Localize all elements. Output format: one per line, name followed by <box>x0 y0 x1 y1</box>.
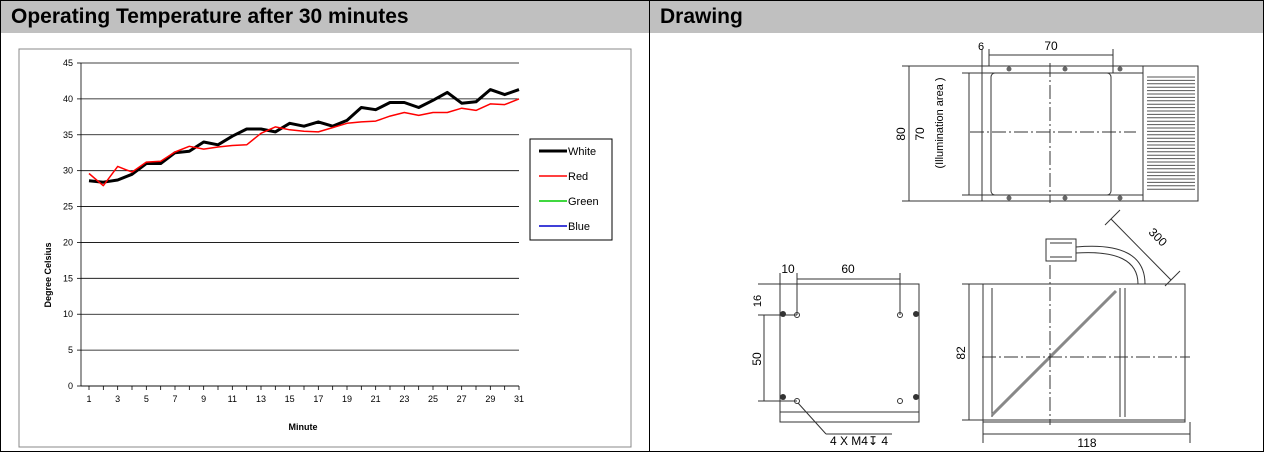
cooling-fins <box>1147 76 1195 190</box>
x-tick-label-13: 13 <box>256 394 266 404</box>
legend-label-green: Green <box>568 196 599 208</box>
bottom-right-body <box>982 283 1186 423</box>
dim-br-82: 82 <box>954 346 968 360</box>
x-tick-labels: 1 3 5 7 9 11 13 15 17 19 21 23 25 27 29 31 <box>86 394 524 404</box>
x-tick-label-7: 7 <box>172 394 177 404</box>
x-tick-label-9: 9 <box>201 394 206 404</box>
dim-inner-70: 70 <box>913 127 927 141</box>
x-tick-label-21: 21 <box>371 394 381 404</box>
y-tick-label-15: 15 <box>63 273 73 283</box>
top-view <box>902 49 1199 203</box>
x-tick-label-23: 23 <box>399 394 409 404</box>
chart-gridlines <box>77 62 519 387</box>
dim-bl-60: 60 <box>841 262 855 276</box>
x-tick-label-31: 31 <box>514 394 524 404</box>
series-line-white <box>88 88 520 184</box>
legend-label-red: Red <box>568 171 588 183</box>
x-tick-label-1: 1 <box>86 394 91 404</box>
dim-cable-300: 300 <box>1146 225 1170 249</box>
chart-axes <box>80 63 520 390</box>
chart-legend: White Red Green Blue <box>529 138 613 241</box>
y-tick-label-40: 40 <box>63 94 73 104</box>
y-axis-label: Degree Celsius <box>43 242 53 307</box>
y-tick-label-35: 35 <box>63 130 73 140</box>
x-axis-label: Minute <box>289 422 318 432</box>
x-tick-label-15: 15 <box>285 394 295 404</box>
bottom-left-view <box>758 273 920 435</box>
bottom-right-view <box>962 209 1191 443</box>
drawing-cell: 6 70 80 70 (Illumination area ) <box>649 33 1264 452</box>
mechanical-drawing: 6 70 80 70 (Illumination area ) <box>750 39 1199 450</box>
chart-frame <box>18 48 632 448</box>
hole-note-leader <box>797 402 827 435</box>
section-header-drawing: Drawing <box>649 0 1264 34</box>
bottom-left-holes <box>794 312 903 404</box>
dim-inner-note: (Illumination area ) <box>934 77 946 168</box>
y-tick-label-0: 0 <box>68 381 73 391</box>
top-view-window <box>990 72 1112 196</box>
chart-series-lines <box>88 88 520 187</box>
chart-cell: 0 5 10 15 20 25 30 35 40 45 1 3 5 7 9 11 13 15 17 19 21 23 25… <box>0 33 650 452</box>
y-tick-labels: 0 5 10 15 20 25 30 35 40 45 <box>63 58 73 391</box>
section-header-temperature: Operating Temperature after 30 minutes <box>0 0 650 34</box>
x-tick-label-27: 27 <box>457 394 467 404</box>
hole-note: 4 X M4↧ 4 <box>830 434 888 448</box>
dim-bl-50: 50 <box>750 352 764 366</box>
legend-label-white: White <box>568 146 596 158</box>
cable-connector <box>1045 238 1077 262</box>
y-tick-label-20: 20 <box>63 237 73 247</box>
y-tick-label-25: 25 <box>63 202 73 212</box>
top-view-screws <box>1006 66 1123 201</box>
dim-line-300 <box>1110 218 1172 281</box>
x-tick-label-11: 11 <box>228 394 237 404</box>
series-line-red <box>88 98 520 187</box>
dim-bl-16: 16 <box>752 295 764 307</box>
x-tick-label-17: 17 <box>313 394 323 404</box>
x-tick-label-29: 29 <box>485 394 495 404</box>
x-tick-label-19: 19 <box>342 394 352 404</box>
dim-top-small: 6 <box>978 41 984 53</box>
x-tick-label-5: 5 <box>144 394 149 404</box>
legend-box <box>529 138 613 241</box>
x-tick-label-25: 25 <box>428 394 438 404</box>
y-tick-label-10: 10 <box>63 309 73 319</box>
top-view-body <box>981 65 1199 202</box>
legend-label-blue: Blue <box>568 221 590 233</box>
dim-bl-small: 10 <box>781 262 795 276</box>
x-tick-label-3: 3 <box>115 394 120 404</box>
cable <box>1075 245 1146 285</box>
dim-top-70: 70 <box>1044 39 1058 53</box>
y-tick-label-30: 30 <box>63 166 73 176</box>
diagonal-mirror <box>990 289 1118 417</box>
y-tick-label-45: 45 <box>63 58 73 68</box>
bottom-left-body <box>779 283 920 423</box>
dim-br-118: 118 <box>1077 436 1096 450</box>
y-tick-label-5: 5 <box>68 345 73 355</box>
dim-left-80: 80 <box>894 127 908 141</box>
